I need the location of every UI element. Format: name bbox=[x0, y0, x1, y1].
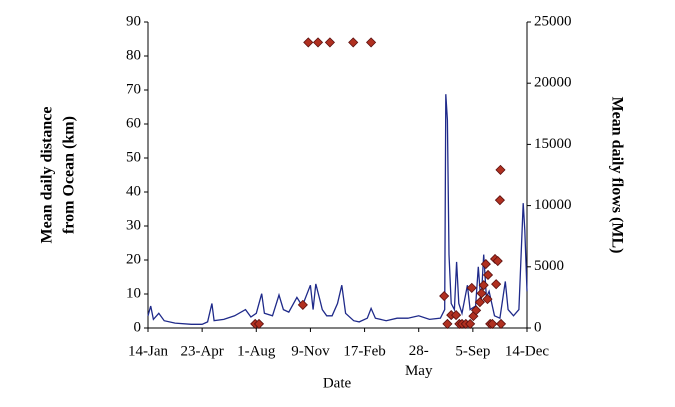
diamond-point bbox=[451, 310, 462, 321]
y-axis-label: from Ocean (km) bbox=[61, 116, 78, 234]
diamond-point bbox=[253, 318, 265, 329]
diamond-point bbox=[442, 318, 453, 329]
diamond-point bbox=[491, 279, 502, 290]
diamond-point bbox=[471, 305, 482, 316]
y2-tick-label: 0 bbox=[534, 319, 542, 335]
x-tick-label: 1-Aug bbox=[237, 343, 276, 359]
y2-tick-label: 15000 bbox=[534, 136, 572, 152]
y-tick-label: 10 bbox=[126, 285, 141, 301]
diamond-point bbox=[348, 37, 359, 48]
diamond-point bbox=[495, 318, 507, 329]
y-tick-label: 20 bbox=[126, 251, 141, 267]
x-tick-label: 5-Sep bbox=[455, 343, 490, 359]
diamond-point bbox=[482, 294, 493, 305]
x-tick-label: 28-May bbox=[405, 343, 433, 379]
y2-tick-label: 5000 bbox=[534, 258, 564, 274]
y2-tick-label: 10000 bbox=[534, 197, 572, 213]
x-tick-label: 17-Feb bbox=[343, 343, 386, 359]
y-tick-label: 40 bbox=[126, 183, 141, 199]
diamond-point bbox=[482, 269, 494, 281]
diamond-point bbox=[324, 37, 335, 48]
diamond-point bbox=[487, 318, 498, 329]
y-tick-label: 0 bbox=[134, 319, 142, 335]
diamond-point bbox=[439, 290, 450, 302]
diamond-point bbox=[465, 318, 476, 329]
y-tick-label: 50 bbox=[126, 149, 141, 165]
x-tick-label: 23-Apr bbox=[180, 343, 223, 359]
y-axis-label: Mean daily distance bbox=[39, 107, 56, 244]
diamond-point bbox=[480, 259, 491, 270]
diamond-point bbox=[495, 164, 506, 175]
diamond-point bbox=[466, 282, 477, 293]
diamond-point bbox=[476, 288, 487, 299]
y-tick-label: 90 bbox=[126, 13, 141, 29]
y-tick-label: 80 bbox=[126, 47, 141, 63]
diamond-point bbox=[492, 255, 503, 267]
x-tick-label: 14-Dec bbox=[505, 343, 549, 359]
diamond-point bbox=[478, 280, 489, 291]
y-tick-label: 30 bbox=[126, 217, 141, 233]
diamond-point bbox=[312, 37, 324, 48]
x-tick-label: 9-Nov bbox=[291, 343, 330, 359]
x-axis-label: Date bbox=[323, 375, 352, 391]
diamond-point bbox=[303, 37, 314, 48]
diamond-point bbox=[297, 299, 308, 310]
diamond-point bbox=[494, 195, 505, 206]
y-tick-label: 60 bbox=[126, 115, 141, 131]
y2-axis-label: Mean daily flows (ML) bbox=[608, 97, 625, 254]
y2-tick-label: 20000 bbox=[534, 75, 572, 91]
x-tick-label: 14-Jan bbox=[128, 343, 168, 359]
y-tick-label: 70 bbox=[126, 81, 141, 97]
diamond-point bbox=[474, 297, 485, 308]
y2-tick-label: 25000 bbox=[534, 13, 572, 29]
diamond-point bbox=[366, 37, 377, 48]
